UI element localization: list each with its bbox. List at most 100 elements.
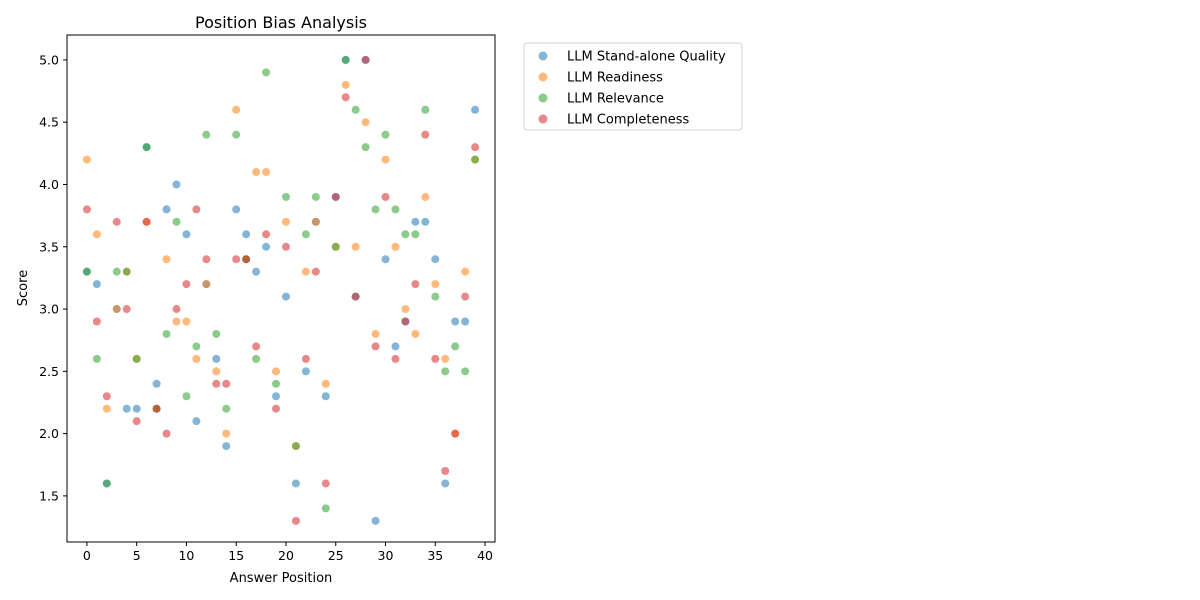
point-llm-stand-alone-quality xyxy=(272,392,281,401)
point-llm-relevance xyxy=(112,267,121,276)
point-llm-completeness xyxy=(421,130,430,139)
point-llm-stand-alone-quality xyxy=(461,317,470,326)
point-llm-completeness xyxy=(301,354,310,363)
point-llm-stand-alone-quality xyxy=(212,354,221,363)
point-llm-completeness xyxy=(252,342,261,351)
point-llm-relevance xyxy=(132,354,141,363)
point-llm-completeness xyxy=(112,217,121,226)
point-llm-completeness xyxy=(82,205,91,214)
point-llm-completeness xyxy=(361,55,370,64)
y-tick-label: 2.0 xyxy=(39,426,59,441)
point-llm-readiness xyxy=(192,354,201,363)
point-llm-relevance xyxy=(411,230,420,239)
legend-marker xyxy=(538,114,548,124)
point-llm-relevance xyxy=(321,504,330,513)
point-llm-completeness xyxy=(262,230,271,239)
legend: LLM Stand-alone Quality LLM Readiness LLM … xyxy=(523,42,743,131)
point-llm-completeness xyxy=(132,417,141,426)
point-llm-stand-alone-quality xyxy=(222,442,231,451)
point-llm-stand-alone-quality xyxy=(252,267,261,276)
point-llm-readiness xyxy=(381,155,390,164)
point-llm-relevance xyxy=(351,105,360,114)
point-llm-relevance xyxy=(461,367,470,376)
point-llm-relevance xyxy=(391,205,400,214)
legend-label: LLM Stand-alone Quality xyxy=(567,50,726,65)
point-llm-relevance xyxy=(281,192,290,201)
point-llm-readiness xyxy=(272,367,281,376)
point-llm-completeness xyxy=(182,280,191,289)
point-llm-relevance xyxy=(361,143,370,152)
point-llm-stand-alone-quality xyxy=(172,180,181,189)
point-llm-readiness xyxy=(172,317,181,326)
point-llm-readiness xyxy=(222,429,231,438)
point-llm-relevance xyxy=(92,354,101,363)
point-llm-completeness xyxy=(411,280,420,289)
point-llm-stand-alone-quality xyxy=(471,105,480,114)
point-llm-stand-alone-quality xyxy=(451,317,460,326)
point-llm-readiness xyxy=(421,192,430,201)
point-llm-completeness xyxy=(142,217,151,226)
x-axis-label: Answer Position xyxy=(230,571,333,586)
point-llm-relevance xyxy=(82,267,91,276)
legend-box xyxy=(523,42,743,131)
point-llm-completeness xyxy=(451,429,460,438)
point-llm-stand-alone-quality xyxy=(421,217,430,226)
data-points xyxy=(82,55,480,525)
point-llm-stand-alone-quality xyxy=(152,379,161,388)
point-llm-completeness xyxy=(431,354,440,363)
point-llm-completeness xyxy=(232,255,241,264)
x-tick-label: 30 xyxy=(378,548,394,563)
point-llm-relevance xyxy=(162,329,171,338)
point-llm-stand-alone-quality xyxy=(441,479,450,488)
point-llm-relevance xyxy=(431,292,440,301)
point-llm-completeness xyxy=(242,255,251,264)
y-tick-label: 3.0 xyxy=(39,302,59,317)
point-llm-completeness xyxy=(441,466,450,475)
point-llm-completeness xyxy=(351,292,360,301)
point-llm-relevance xyxy=(272,379,281,388)
chart-title: Position Bias Analysis xyxy=(195,13,367,32)
point-llm-completeness xyxy=(212,379,221,388)
point-llm-readiness xyxy=(112,305,121,314)
point-llm-relevance xyxy=(341,55,350,64)
legend-label: LLM Relevance xyxy=(567,92,664,107)
point-llm-relevance xyxy=(222,404,231,413)
point-llm-stand-alone-quality xyxy=(242,230,251,239)
point-llm-readiness xyxy=(301,267,310,276)
y-tick-label: 1.5 xyxy=(39,488,59,503)
legend-marker xyxy=(538,51,548,61)
axes xyxy=(66,34,496,543)
point-llm-stand-alone-quality xyxy=(391,342,400,351)
y-tick-label: 5.0 xyxy=(39,52,59,67)
point-llm-readiness xyxy=(252,168,261,177)
x-tick-label: 0 xyxy=(83,548,91,563)
point-llm-completeness xyxy=(172,305,181,314)
point-llm-readiness xyxy=(411,329,420,338)
point-llm-completeness xyxy=(331,192,340,201)
point-llm-completeness xyxy=(391,354,400,363)
point-llm-relevance xyxy=(142,143,151,152)
x-tick-label: 10 xyxy=(178,548,194,563)
point-llm-stand-alone-quality xyxy=(232,205,241,214)
point-llm-readiness xyxy=(401,305,410,314)
point-llm-completeness xyxy=(202,255,211,264)
point-llm-readiness xyxy=(212,367,221,376)
point-llm-relevance xyxy=(371,205,380,214)
point-llm-readiness xyxy=(92,230,101,239)
point-llm-relevance xyxy=(451,342,460,351)
point-llm-stand-alone-quality xyxy=(321,392,330,401)
legend-marker xyxy=(538,93,548,103)
point-llm-completeness xyxy=(152,404,161,413)
x-axis-ticks: 0 5 10 15 20 25 30 35 40 xyxy=(83,542,493,563)
point-llm-completeness xyxy=(341,93,350,102)
point-llm-completeness xyxy=(461,292,470,301)
point-llm-completeness xyxy=(281,242,290,251)
point-llm-relevance xyxy=(421,105,430,114)
point-llm-readiness xyxy=(202,280,211,289)
point-llm-completeness xyxy=(291,516,300,525)
point-llm-stand-alone-quality xyxy=(381,255,390,264)
point-llm-relevance xyxy=(471,155,480,164)
point-llm-readiness xyxy=(431,280,440,289)
point-llm-completeness xyxy=(311,267,320,276)
